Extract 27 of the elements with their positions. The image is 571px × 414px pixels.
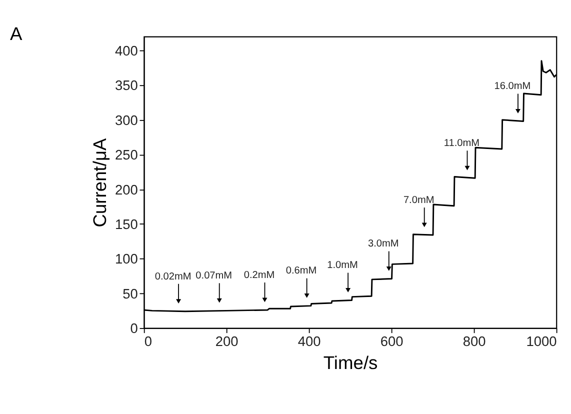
x-tick-label: 400	[298, 334, 322, 349]
y-tick-label: 0	[130, 321, 138, 336]
x-tick-label: 1000	[526, 334, 558, 349]
x-tick-label: 800	[462, 334, 486, 349]
x-axis-title: Time/s	[323, 352, 378, 373]
y-tick-label: 50	[122, 286, 138, 302]
y-tick-label: 200	[115, 182, 138, 198]
x-tick-label: 600	[380, 334, 404, 349]
y-tick-label: 150	[115, 216, 138, 232]
y-tick-label: 300	[115, 112, 138, 128]
y-tick-label: 100	[115, 252, 138, 267]
y-tick-label: 400	[115, 43, 138, 58]
annotation: 11.0mM	[444, 138, 480, 150]
annotation: 16.0mM	[494, 81, 531, 92]
annotation: 0.02mM	[154, 271, 192, 282]
annotation: 7.0mM	[403, 194, 434, 206]
chart-title: A	[10, 23, 24, 44]
annotation: 0.07mM	[196, 270, 232, 282]
x-tick-label: 200	[215, 334, 239, 349]
annotation: 1.0mM	[327, 260, 358, 272]
annotation: 3.0mM	[368, 238, 399, 250]
annotation: 0.2mM	[244, 270, 275, 281]
y-tick-label: 350	[115, 78, 138, 94]
y-axis-title: Current/μA	[88, 137, 110, 228]
annotation: 0.6mM	[286, 266, 317, 277]
y-tick-label: 250	[115, 148, 138, 163]
x-tick-label: 0	[144, 334, 152, 349]
